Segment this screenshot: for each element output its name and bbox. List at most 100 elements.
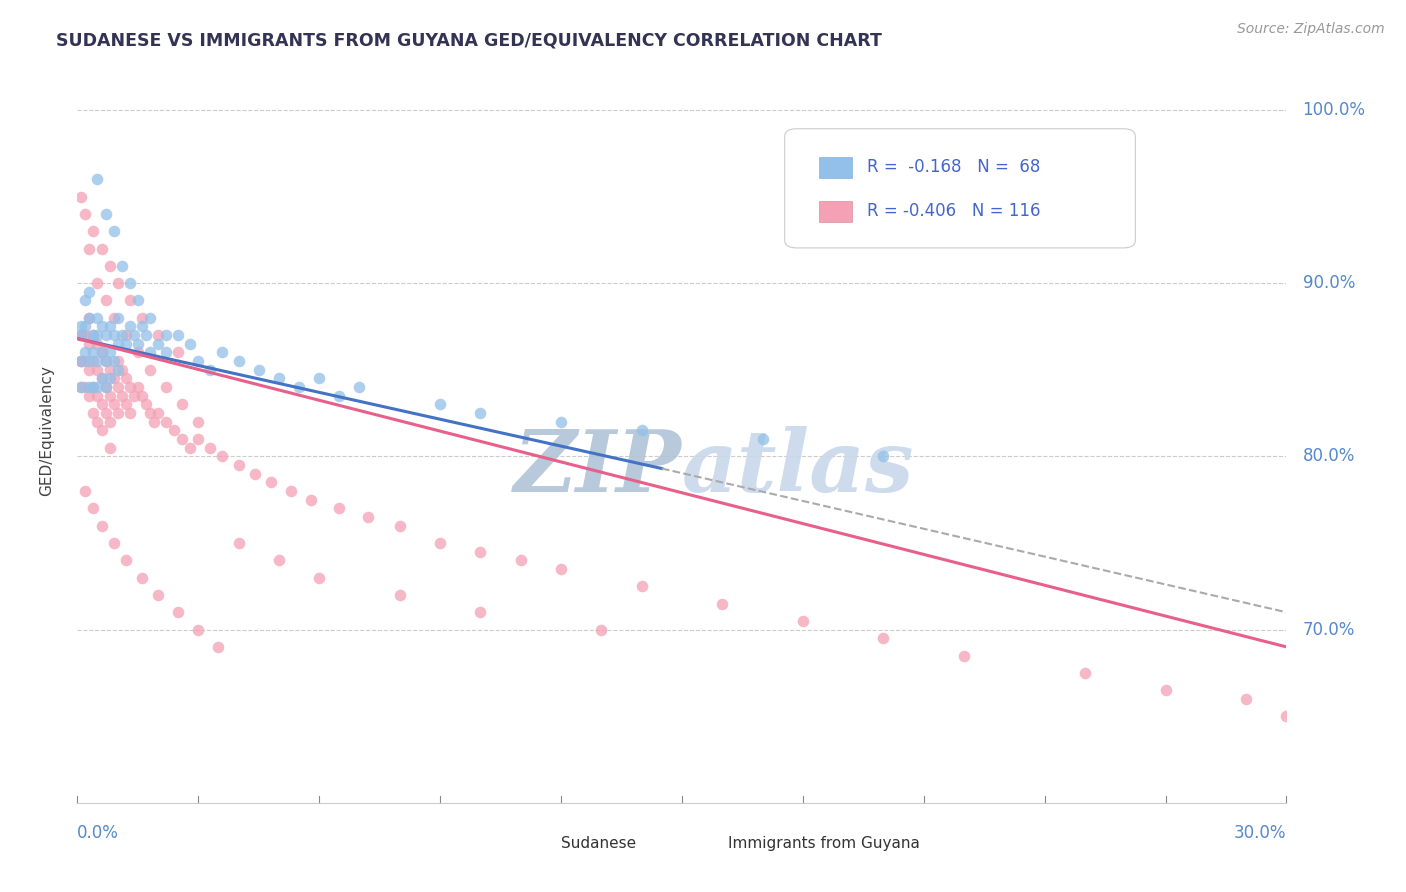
Point	[131, 571, 153, 585]
Point	[155, 328, 177, 343]
Point	[280, 483, 302, 498]
Point	[792, 614, 814, 628]
Point	[328, 389, 350, 403]
Point	[135, 328, 157, 343]
Point	[139, 310, 162, 325]
Text: 70.0%: 70.0%	[1302, 621, 1355, 639]
Point	[470, 406, 492, 420]
Point	[90, 319, 112, 334]
Point	[163, 424, 186, 438]
FancyBboxPatch shape	[785, 128, 1136, 248]
Point	[86, 389, 108, 403]
Point	[111, 363, 134, 377]
Point	[228, 536, 250, 550]
Point	[75, 207, 97, 221]
Point	[146, 588, 169, 602]
Point	[200, 441, 222, 455]
Point	[388, 518, 411, 533]
Point	[179, 336, 201, 351]
Point	[82, 345, 104, 359]
Point	[75, 328, 97, 343]
Point	[107, 336, 129, 351]
Point	[82, 328, 104, 343]
Point	[118, 319, 141, 334]
Point	[82, 328, 104, 343]
Point	[70, 380, 93, 394]
Point	[98, 415, 121, 429]
Point	[146, 406, 169, 420]
Point	[79, 389, 101, 403]
Point	[349, 380, 371, 394]
Point	[90, 518, 112, 533]
Point	[167, 605, 190, 619]
Point	[179, 441, 201, 455]
Point	[107, 354, 129, 368]
Point	[70, 328, 93, 343]
Point	[356, 510, 378, 524]
Point	[94, 354, 117, 368]
Text: R = -0.406   N = 116: R = -0.406 N = 116	[868, 202, 1040, 220]
Point	[630, 579, 652, 593]
Point	[953, 648, 976, 663]
Point	[267, 553, 290, 567]
Point	[98, 363, 121, 377]
Point	[75, 354, 97, 368]
Point	[94, 406, 117, 420]
Point	[207, 640, 229, 654]
Point	[172, 397, 194, 411]
Point	[1074, 665, 1097, 680]
Point	[90, 397, 112, 411]
Point	[211, 450, 233, 464]
Point	[75, 483, 97, 498]
Point	[142, 415, 165, 429]
Point	[299, 492, 322, 507]
Point	[94, 380, 117, 394]
Point	[118, 293, 141, 308]
Point	[107, 380, 129, 394]
Point	[308, 371, 330, 385]
Point	[103, 397, 125, 411]
Point	[167, 328, 190, 343]
Point	[98, 389, 121, 403]
Point	[146, 328, 169, 343]
Text: 80.0%: 80.0%	[1302, 448, 1355, 466]
Point	[70, 189, 93, 203]
Point	[114, 397, 136, 411]
Point	[509, 553, 531, 567]
Point	[118, 276, 141, 290]
Point	[872, 632, 894, 646]
Point	[228, 354, 250, 368]
Point	[86, 328, 108, 343]
Point	[328, 501, 350, 516]
Point	[103, 354, 125, 368]
Point	[79, 242, 101, 256]
Point	[86, 380, 108, 394]
Point	[550, 415, 572, 429]
Text: SUDANESE VS IMMIGRANTS FROM GUYANA GED/EQUIVALENCY CORRELATION CHART: SUDANESE VS IMMIGRANTS FROM GUYANA GED/E…	[56, 31, 882, 49]
Point	[107, 276, 129, 290]
Point	[187, 415, 209, 429]
Point	[70, 328, 93, 343]
Text: ZIP: ZIP	[515, 425, 682, 509]
Point	[98, 345, 121, 359]
Point	[103, 310, 125, 325]
Point	[70, 354, 93, 368]
Point	[75, 293, 97, 308]
Point	[79, 310, 101, 325]
Point	[70, 354, 93, 368]
Text: 0.0%: 0.0%	[77, 823, 120, 841]
Point	[86, 336, 108, 351]
Point	[82, 354, 104, 368]
Point	[98, 319, 121, 334]
Point	[127, 380, 149, 394]
Point	[86, 276, 108, 290]
Point	[107, 310, 129, 325]
Point	[228, 458, 250, 472]
Point	[90, 424, 112, 438]
Point	[98, 441, 121, 455]
Point	[111, 389, 134, 403]
Point	[79, 336, 101, 351]
Point	[211, 345, 233, 359]
Point	[114, 553, 136, 567]
Text: GED/Equivalency: GED/Equivalency	[39, 365, 55, 496]
